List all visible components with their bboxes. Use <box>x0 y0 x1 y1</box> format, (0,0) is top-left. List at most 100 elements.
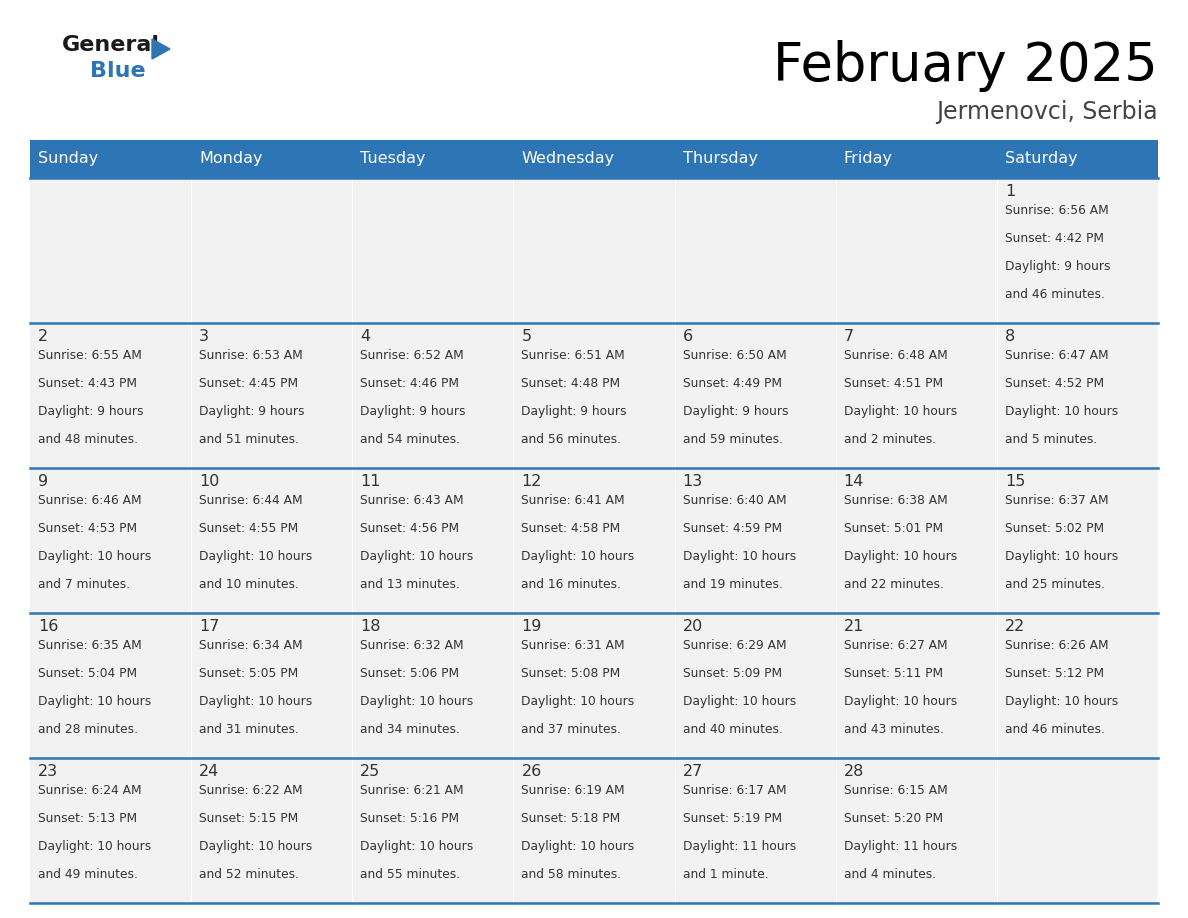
Bar <box>353 613 513 758</box>
Text: Sunrise: 6:40 AM: Sunrise: 6:40 AM <box>683 494 786 507</box>
Text: Sunrise: 6:38 AM: Sunrise: 6:38 AM <box>843 494 948 507</box>
Bar <box>675 758 835 903</box>
Text: Sunset: 4:45 PM: Sunset: 4:45 PM <box>200 377 298 390</box>
Text: Sunset: 5:18 PM: Sunset: 5:18 PM <box>522 812 620 825</box>
Bar <box>835 468 997 613</box>
Text: 11: 11 <box>360 474 381 489</box>
Bar <box>353 323 513 468</box>
Text: Sunset: 5:13 PM: Sunset: 5:13 PM <box>38 812 137 825</box>
Text: 15: 15 <box>1005 474 1025 489</box>
Text: Daylight: 10 hours: Daylight: 10 hours <box>200 695 312 708</box>
Text: Daylight: 9 hours: Daylight: 9 hours <box>1005 260 1111 273</box>
Text: Sunrise: 6:55 AM: Sunrise: 6:55 AM <box>38 349 141 362</box>
Text: Daylight: 10 hours: Daylight: 10 hours <box>1005 550 1118 563</box>
Bar <box>513 140 675 178</box>
Text: Daylight: 10 hours: Daylight: 10 hours <box>200 550 312 563</box>
Text: Sunrise: 6:22 AM: Sunrise: 6:22 AM <box>200 784 303 797</box>
Text: 3: 3 <box>200 329 209 344</box>
Text: Wednesday: Wednesday <box>522 151 614 166</box>
Text: Sunrise: 6:15 AM: Sunrise: 6:15 AM <box>843 784 948 797</box>
Text: Sunset: 4:48 PM: Sunset: 4:48 PM <box>522 377 620 390</box>
Text: Sunrise: 6:29 AM: Sunrise: 6:29 AM <box>683 639 786 652</box>
Text: Sunset: 5:06 PM: Sunset: 5:06 PM <box>360 666 460 680</box>
Text: Sunrise: 6:35 AM: Sunrise: 6:35 AM <box>38 639 141 652</box>
Bar <box>513 323 675 468</box>
Bar <box>191 323 353 468</box>
Text: and 54 minutes.: and 54 minutes. <box>360 432 460 445</box>
Text: Daylight: 10 hours: Daylight: 10 hours <box>200 840 312 853</box>
Text: 19: 19 <box>522 619 542 634</box>
Bar <box>997 613 1158 758</box>
Text: 20: 20 <box>683 619 703 634</box>
Bar <box>997 758 1158 903</box>
Text: and 4 minutes.: and 4 minutes. <box>843 868 936 880</box>
Text: Sunrise: 6:46 AM: Sunrise: 6:46 AM <box>38 494 141 507</box>
Text: Sunset: 5:01 PM: Sunset: 5:01 PM <box>843 521 943 535</box>
Text: Tuesday: Tuesday <box>360 151 425 166</box>
Text: Sunrise: 6:19 AM: Sunrise: 6:19 AM <box>522 784 625 797</box>
Text: Daylight: 10 hours: Daylight: 10 hours <box>522 840 634 853</box>
Bar <box>513 178 675 323</box>
Text: Sunset: 5:19 PM: Sunset: 5:19 PM <box>683 812 782 825</box>
Bar <box>835 323 997 468</box>
Bar <box>997 140 1158 178</box>
Text: Daylight: 10 hours: Daylight: 10 hours <box>38 695 151 708</box>
Bar <box>30 178 191 323</box>
Bar <box>353 468 513 613</box>
Bar <box>675 323 835 468</box>
Bar <box>835 613 997 758</box>
Text: Thursday: Thursday <box>683 151 758 166</box>
Text: Sunset: 4:56 PM: Sunset: 4:56 PM <box>360 521 460 535</box>
Text: and 46 minutes.: and 46 minutes. <box>1005 287 1105 300</box>
Text: Daylight: 10 hours: Daylight: 10 hours <box>38 840 151 853</box>
Text: 4: 4 <box>360 329 371 344</box>
Text: and 58 minutes.: and 58 minutes. <box>522 868 621 880</box>
Text: 6: 6 <box>683 329 693 344</box>
Bar <box>675 468 835 613</box>
Text: Jermenovci, Serbia: Jermenovci, Serbia <box>936 100 1158 124</box>
Text: and 1 minute.: and 1 minute. <box>683 868 769 880</box>
Bar <box>30 468 191 613</box>
Text: Sunset: 4:53 PM: Sunset: 4:53 PM <box>38 521 137 535</box>
Text: Daylight: 9 hours: Daylight: 9 hours <box>683 405 788 418</box>
Text: Daylight: 10 hours: Daylight: 10 hours <box>522 695 634 708</box>
Text: Sunrise: 6:37 AM: Sunrise: 6:37 AM <box>1005 494 1108 507</box>
Text: Daylight: 9 hours: Daylight: 9 hours <box>522 405 627 418</box>
Text: Sunset: 4:52 PM: Sunset: 4:52 PM <box>1005 377 1104 390</box>
Text: 28: 28 <box>843 764 864 779</box>
Text: and 40 minutes.: and 40 minutes. <box>683 722 783 735</box>
Text: Sunday: Sunday <box>38 151 99 166</box>
Text: Daylight: 10 hours: Daylight: 10 hours <box>522 550 634 563</box>
Text: Sunset: 4:55 PM: Sunset: 4:55 PM <box>200 521 298 535</box>
Text: and 31 minutes.: and 31 minutes. <box>200 722 299 735</box>
Bar <box>835 758 997 903</box>
Text: 21: 21 <box>843 619 864 634</box>
Text: Sunrise: 6:41 AM: Sunrise: 6:41 AM <box>522 494 625 507</box>
Bar <box>513 468 675 613</box>
Text: 26: 26 <box>522 764 542 779</box>
Text: Blue: Blue <box>90 61 146 81</box>
Text: Sunrise: 6:47 AM: Sunrise: 6:47 AM <box>1005 349 1108 362</box>
Text: 9: 9 <box>38 474 49 489</box>
Text: Sunset: 4:46 PM: Sunset: 4:46 PM <box>360 377 460 390</box>
Bar <box>835 178 997 323</box>
Text: Sunrise: 6:48 AM: Sunrise: 6:48 AM <box>843 349 948 362</box>
Text: Monday: Monday <box>200 151 263 166</box>
Text: Sunset: 5:12 PM: Sunset: 5:12 PM <box>1005 666 1104 680</box>
Text: Daylight: 9 hours: Daylight: 9 hours <box>38 405 144 418</box>
Text: Sunset: 5:05 PM: Sunset: 5:05 PM <box>200 666 298 680</box>
Text: Daylight: 9 hours: Daylight: 9 hours <box>200 405 304 418</box>
Text: Sunrise: 6:32 AM: Sunrise: 6:32 AM <box>360 639 463 652</box>
Text: Daylight: 10 hours: Daylight: 10 hours <box>38 550 151 563</box>
Text: and 43 minutes.: and 43 minutes. <box>843 722 943 735</box>
Text: Daylight: 10 hours: Daylight: 10 hours <box>1005 405 1118 418</box>
Text: Daylight: 10 hours: Daylight: 10 hours <box>843 695 958 708</box>
Bar <box>191 613 353 758</box>
Text: Sunset: 4:43 PM: Sunset: 4:43 PM <box>38 377 137 390</box>
Text: Sunrise: 6:17 AM: Sunrise: 6:17 AM <box>683 784 786 797</box>
Text: and 2 minutes.: and 2 minutes. <box>843 432 936 445</box>
Text: February 2025: February 2025 <box>773 40 1158 92</box>
Text: Daylight: 10 hours: Daylight: 10 hours <box>843 405 958 418</box>
Text: Sunset: 5:08 PM: Sunset: 5:08 PM <box>522 666 620 680</box>
Bar <box>191 178 353 323</box>
